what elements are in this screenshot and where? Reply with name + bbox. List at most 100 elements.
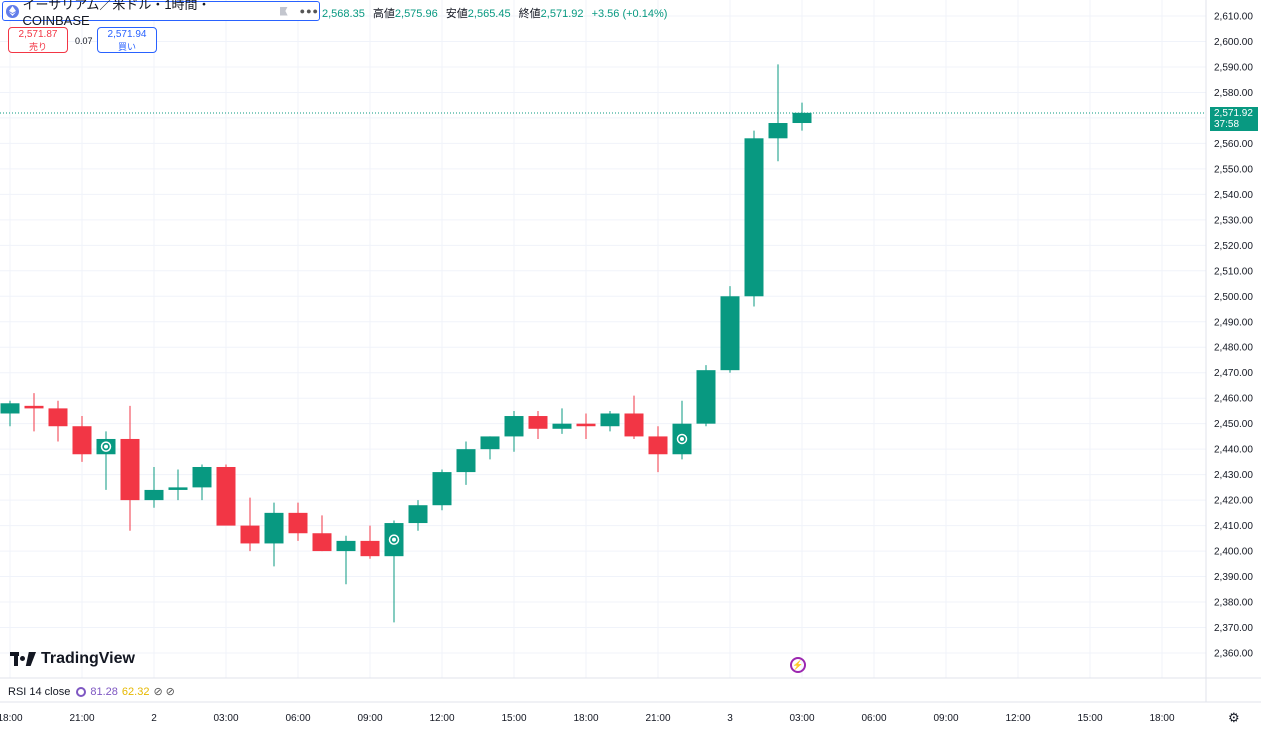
y-axis-tick-label: 2,520.00 [1214, 241, 1253, 252]
y-axis-tick-label: 2,550.00 [1214, 164, 1253, 175]
buy-button[interactable]: 2,571.94 買い [97, 27, 157, 53]
candle-body [480, 436, 500, 450]
y-axis-tick-label: 2,460.00 [1214, 394, 1253, 405]
x-axis-tick-label: 09:00 [933, 713, 958, 724]
flash-icon[interactable]: ⚡ [790, 657, 806, 673]
candle-body [288, 512, 308, 534]
x-axis-tick-label: 2 [151, 713, 157, 724]
x-axis-tick-label: 18:00 [0, 713, 23, 724]
candle-body [336, 540, 356, 552]
candle-body [552, 423, 572, 429]
candle-body [504, 416, 524, 437]
ohlc-change-value: +3.56 (+0.14%) [591, 8, 668, 20]
y-axis-tick-label: 2,470.00 [1214, 368, 1253, 379]
x-axis-tick-label: 12:00 [429, 713, 454, 724]
event-marker-icon [676, 433, 688, 445]
candle-body [456, 449, 476, 473]
ohlc-high-label: 高値 [372, 8, 395, 20]
x-axis-tick-label: 15:00 [501, 713, 526, 724]
y-axis-tick-label: 2,400.00 [1214, 547, 1253, 558]
candle-body [576, 423, 596, 427]
rsi-indicator-icon[interactable] [76, 686, 87, 697]
y-axis-tick-label: 2,480.00 [1214, 343, 1253, 354]
x-axis-tick-label: 15:00 [1077, 713, 1102, 724]
sell-button[interactable]: 2,571.87 売り [8, 27, 68, 53]
event-marker-icon [104, 444, 108, 449]
candle-body [432, 472, 452, 506]
y-axis-tick-label: 2,560.00 [1214, 139, 1253, 150]
ethereum-icon [6, 4, 19, 18]
y-axis-tick-label: 2,580.00 [1214, 88, 1253, 99]
y-axis-tick-label: 2,410.00 [1214, 521, 1253, 532]
ohlc-close-label: 終値 [518, 8, 541, 20]
event-marker-icon [392, 537, 396, 542]
y-axis-tick-label: 2,510.00 [1214, 266, 1253, 277]
candle-body [168, 487, 188, 490]
symbol-title: イーサリアム／米ドル・1時間・COINBASE [22, 0, 211, 28]
x-axis-tick-label: 3 [727, 713, 733, 724]
candle-body [360, 540, 380, 557]
x-axis-tick-label: 06:00 [861, 713, 886, 724]
y-axis-tick-label: 2,610.00 [1214, 12, 1253, 23]
rsi-legend: RSI 14 close 81.28 62.32 ⊘ ⊘ [8, 685, 178, 699]
candle-body [144, 489, 164, 501]
buy-price: 2,571.94 [107, 29, 147, 40]
sell-price: 2,571.87 [18, 29, 58, 40]
spread-value: 0.07 [75, 36, 93, 46]
ohlc-legend: 2,568.35 高値2,575.96 安値2,565.45 終値2,571.9… [322, 5, 672, 21]
rsi-ma-value: 62.32 [121, 685, 150, 698]
candle-body [624, 413, 644, 437]
y-axis-tick-label: 2,540.00 [1214, 190, 1253, 201]
y-axis-tick-label: 2,440.00 [1214, 445, 1253, 456]
hide-icon[interactable]: ⊘ [153, 686, 163, 698]
candle-body [216, 466, 236, 526]
candle-body [744, 138, 764, 297]
tradingview-logo[interactable]: TradingView [10, 650, 135, 668]
candle-body [720, 296, 740, 371]
rsi-label: RSI 14 close [8, 685, 71, 698]
y-axis-tick-label: 2,600.00 [1214, 37, 1253, 48]
buy-label: 買い [117, 42, 136, 52]
symbol-selector[interactable]: イーサリアム／米ドル・1時間・COINBASE ●●● [2, 0, 320, 28]
y-axis-tick-label: 2,490.00 [1214, 317, 1253, 328]
x-axis-tick-label: 06:00 [285, 713, 310, 724]
y-axis-tick-label: 2,590.00 [1214, 62, 1253, 73]
y-axis-tick-label: 2,450.00 [1214, 419, 1253, 430]
rsi-value: 81.28 [90, 685, 118, 698]
candle-body [768, 123, 788, 139]
y-axis-tick-label: 2,390.00 [1214, 572, 1253, 583]
x-axis-tick-label: 21:00 [645, 713, 670, 724]
more-icon[interactable]: ●●● [299, 6, 319, 16]
y-axis-tick-label: 2,380.00 [1214, 598, 1253, 609]
event-marker-icon [680, 436, 684, 441]
last-price-value: 2,571.92 [1214, 108, 1253, 119]
candle-body [408, 505, 428, 524]
gear-icon[interactable]: ⚙ [1228, 710, 1240, 725]
event-marker-icon [100, 441, 112, 452]
event-marker-icon [388, 534, 400, 545]
ohlc-close-value: 2,571.92 [540, 8, 584, 20]
x-axis-tick-label: 12:00 [1005, 713, 1030, 724]
candle-body [240, 525, 260, 544]
candle-countdown: 37:58 [1214, 119, 1240, 130]
candle-body [600, 413, 620, 427]
ohlc-open-value: 2,568.35 [322, 8, 365, 20]
candle-body [312, 533, 332, 552]
candle-body [24, 405, 44, 409]
candle-body [792, 112, 812, 124]
tradingview-logo-icon [10, 652, 36, 666]
flag-icon[interactable] [279, 6, 288, 16]
candle-body [696, 370, 716, 424]
candle-body [264, 512, 284, 544]
x-axis-tick-label: 18:00 [573, 713, 598, 724]
ohlc-low-label: 安値 [445, 8, 468, 20]
hide-icon[interactable]: ⊘ [165, 686, 175, 698]
candle-body [48, 408, 68, 427]
y-axis-tick-label: 2,360.00 [1214, 649, 1253, 660]
y-axis-tick-label: 2,500.00 [1214, 292, 1253, 303]
y-axis-tick-label: 2,370.00 [1214, 623, 1253, 634]
candle-body [648, 436, 668, 455]
x-axis-tick-label: 09:00 [357, 713, 382, 724]
candle-body [192, 466, 212, 488]
